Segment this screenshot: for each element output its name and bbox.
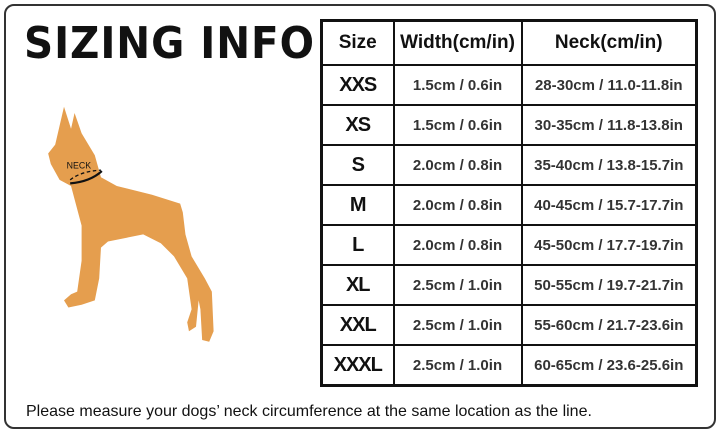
neck-line [70, 170, 103, 185]
table-row: M 2.0cm / 0.8in 40-45cm / 15.7-17.7in [320, 184, 698, 226]
page-title: SIZING INFO [24, 18, 315, 69]
cell-size: XL [320, 264, 395, 306]
cell-width: 2.5cm / 1.0in [392, 304, 523, 346]
frame-border [4, 4, 716, 429]
cell-size: XS [320, 104, 395, 146]
cell-size: XXS [320, 64, 395, 106]
table-row: XXL 2.5cm / 1.0in 55-60cm / 21.7-23.6in [320, 304, 698, 346]
cell-size: M [320, 184, 395, 226]
table-row: L 2.0cm / 0.8in 45-50cm / 17.7-19.7in [320, 224, 698, 266]
neck-dashed-line [69, 169, 101, 181]
cell-width: 1.5cm / 0.6in [392, 64, 523, 106]
table-header-row: Size Width(cm/in) Neck(cm/in) [320, 19, 698, 66]
cell-width: 2.0cm / 0.8in [392, 144, 523, 186]
table-row: XS 1.5cm / 0.6in 30-35cm / 11.8-13.8in [320, 104, 698, 146]
cell-width: 2.0cm / 0.8in [392, 184, 523, 226]
cell-neck: 28-30cm / 11.0-11.8in [520, 64, 698, 106]
cell-neck: 55-60cm / 21.7-23.6in [520, 304, 698, 346]
cell-neck: 45-50cm / 17.7-19.7in [520, 224, 698, 266]
cell-width: 2.5cm / 1.0in [392, 264, 523, 306]
cell-neck: 40-45cm / 15.7-17.7in [520, 184, 698, 226]
dog-body [48, 106, 214, 342]
size-table: Size Width(cm/in) Neck(cm/in) XXS 1.5cm /… [320, 19, 698, 387]
table-row: S 2.0cm / 0.8in 35-40cm / 13.8-15.7in [320, 144, 698, 186]
neck-label: NECK [67, 160, 92, 170]
cell-size: XXL [320, 304, 395, 346]
cell-width: 2.5cm / 1.0in [392, 344, 523, 387]
table-row: XXXL 2.5cm / 1.0in 60-65cm / 23.6-25.6in [320, 344, 698, 387]
cell-size: L [320, 224, 395, 266]
header-neck: Neck(cm/in) [520, 19, 698, 66]
cell-neck: 35-40cm / 13.8-15.7in [520, 144, 698, 186]
cell-width: 2.0cm / 0.8in [392, 224, 523, 266]
dog-silhouette-illustration: NECK [48, 106, 214, 342]
header-width: Width(cm/in) [392, 19, 523, 66]
cell-neck: 50-55cm / 19.7-21.7in [520, 264, 698, 306]
measure-note: Please measure your dogs’ neck circumfer… [26, 403, 592, 420]
cell-size: S [320, 144, 395, 186]
header-size: Size [320, 19, 395, 66]
table-row: XXS 1.5cm / 0.6in 28-30cm / 11.0-11.8in [320, 64, 698, 106]
cell-neck: 60-65cm / 23.6-25.6in [520, 344, 698, 387]
cell-neck: 30-35cm / 11.8-13.8in [520, 104, 698, 146]
cell-size: XXXL [320, 344, 395, 387]
cell-width: 1.5cm / 0.6in [392, 104, 523, 146]
table-row: XL 2.5cm / 1.0in 50-55cm / 19.7-21.7in [320, 264, 698, 306]
